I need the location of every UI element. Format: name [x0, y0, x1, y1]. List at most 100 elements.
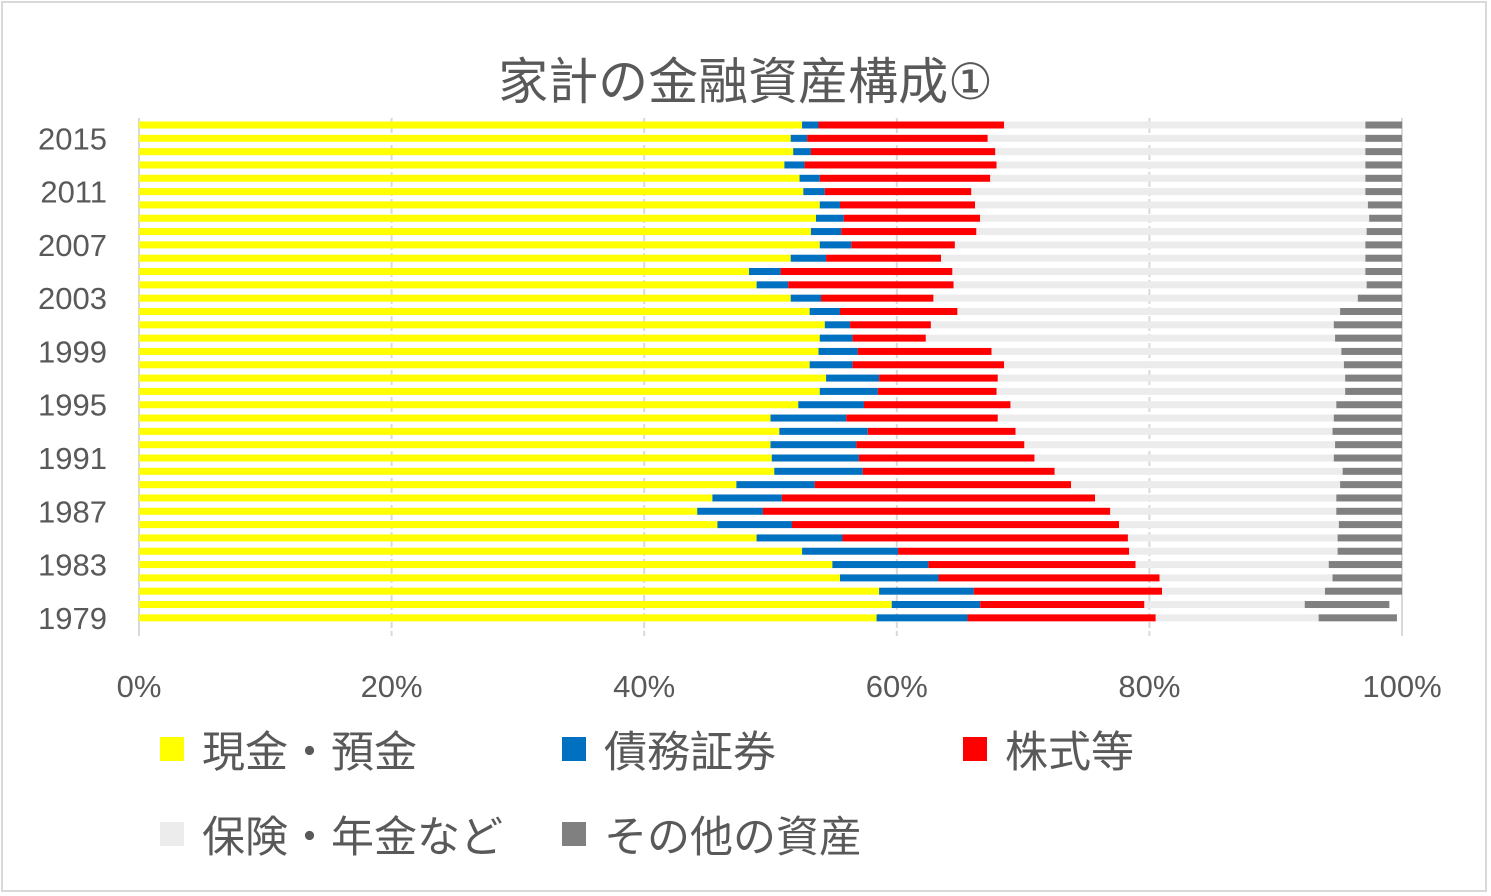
- bar-2008-s3: [976, 228, 1367, 236]
- bar-2015-s2: [807, 134, 988, 142]
- bar-1995-s2: [863, 401, 1011, 409]
- x-axis-ticks: 0% 20% 40% 60% 80% 100%: [117, 669, 1442, 704]
- y-tick-label-1987: 1987: [38, 494, 107, 529]
- bar-2013-s4: [1365, 161, 1402, 169]
- bar-2015-s3: [987, 134, 1366, 142]
- y-tick-label-2015: 2015: [38, 121, 107, 156]
- bar-1985-s0: [139, 534, 757, 542]
- bar-1991-s2: [858, 454, 1035, 462]
- bar-1990-s2: [862, 467, 1055, 475]
- legend-label-bonds: 債務証券: [604, 728, 776, 778]
- x-tick-label-2: 40%: [613, 669, 675, 704]
- bar-1981-s1: [879, 587, 974, 595]
- bar-1981-s3: [1162, 587, 1325, 595]
- bar-2001-s1: [824, 321, 851, 329]
- bar-1984-s2: [898, 547, 1130, 555]
- bar-1998-s2: [852, 361, 1005, 369]
- bar-1984-s0: [139, 547, 803, 555]
- bar-1990-s3: [1054, 467, 1343, 475]
- bar-2009-s4: [1369, 214, 1402, 222]
- bar-2003-s1: [790, 294, 822, 302]
- bar-2012-s3: [990, 174, 1366, 182]
- y-tick-label-1999: 1999: [38, 334, 107, 369]
- bar-1988-s1: [712, 494, 782, 502]
- bar-2005-s4: [1365, 268, 1402, 276]
- bar-2010-s0: [139, 201, 820, 209]
- legend-swatch-insurance: [160, 822, 184, 846]
- bar-1994-s2: [846, 414, 998, 422]
- legend-label-stocks: 株式等: [1005, 728, 1134, 778]
- bar-1990-s4: [1342, 467, 1402, 475]
- bar-2005-s3: [952, 268, 1366, 276]
- bar-1987-s2: [762, 507, 1111, 515]
- legend-label-insurance: 保険・年金など: [202, 813, 503, 863]
- bar-1986-s3: [1119, 521, 1339, 529]
- legend-item-insurance: 保険・年金など: [160, 803, 503, 865]
- bar-1979-s2: [967, 614, 1156, 622]
- bar-2012-s2: [819, 174, 991, 182]
- legend-item-stocks: 株式等: [963, 718, 1134, 780]
- bar-1979-s1: [876, 614, 968, 622]
- y-tick-label-1991: 1991: [38, 441, 107, 476]
- bar-1985-s3: [1127, 534, 1338, 542]
- bar-1994-s4: [1333, 414, 1402, 422]
- bar-1988-s0: [139, 494, 713, 502]
- bar-2004-s3: [953, 281, 1367, 289]
- bar-2013-s0: [139, 161, 785, 169]
- bar-1994-s0: [139, 414, 771, 422]
- bar-1998-s1: [809, 361, 853, 369]
- bar-2010-s1: [819, 201, 840, 209]
- bar-1982-s2: [938, 574, 1160, 582]
- legend-item-other: その他の資産: [562, 803, 862, 865]
- bar-2007-s1: [819, 241, 852, 249]
- bar-2005-s2: [780, 268, 953, 276]
- bar-1988-s2: [781, 494, 1096, 502]
- bar-1992-s2: [856, 441, 1025, 449]
- bar-1990-s0: [139, 467, 775, 475]
- bar-2006-s4: [1365, 254, 1402, 262]
- bar-2009-s0: [139, 214, 816, 222]
- bar-2016-s0: [139, 121, 803, 129]
- bar-2007-s0: [139, 241, 820, 249]
- bar-1984-s1: [802, 547, 899, 555]
- bar-1984-s3: [1129, 547, 1338, 555]
- bar-2003-s3: [933, 294, 1358, 302]
- bar-2013-s1: [784, 161, 805, 169]
- bar-1996-s4: [1345, 387, 1402, 395]
- bar-2002-s3: [957, 307, 1341, 315]
- bar-1979-s3: [1155, 614, 1319, 622]
- bar-2010-s2: [839, 201, 976, 209]
- x-tick-label-0: 0%: [117, 669, 162, 704]
- bar-1987-s3: [1110, 507, 1337, 515]
- bar-1989-s1: [736, 481, 815, 489]
- bar-2005-s0: [139, 268, 750, 276]
- bar-1989-s3: [1071, 481, 1341, 489]
- bar-1986-s1: [717, 521, 792, 529]
- bar-2004-s1: [756, 281, 789, 289]
- y-tick-label-1983: 1983: [38, 548, 107, 583]
- bar-1997-s1: [826, 374, 880, 382]
- bar-1995-s3: [1010, 401, 1337, 409]
- bar-2007-s4: [1365, 241, 1402, 249]
- bar-1993-s1: [779, 427, 868, 435]
- bar-2002-s4: [1340, 307, 1402, 315]
- bar-2012-s4: [1365, 174, 1402, 182]
- bar-2015-s4: [1365, 134, 1402, 142]
- bar-2009-s2: [843, 214, 981, 222]
- bar-1992-s0: [139, 441, 771, 449]
- bar-2003-s0: [139, 294, 791, 302]
- bar-2015-s0: [139, 134, 791, 142]
- bar-1992-s4: [1335, 441, 1402, 449]
- bar-1993-s0: [139, 427, 780, 435]
- bar-2004-s0: [139, 281, 757, 289]
- bar-1992-s1: [770, 441, 857, 449]
- bar-2014-s1: [793, 148, 811, 156]
- bar-1988-s3: [1095, 494, 1337, 502]
- legend-swatch-cash: [160, 737, 184, 761]
- bar-2009-s3: [980, 214, 1370, 222]
- x-tick-label-4: 80%: [1118, 669, 1180, 704]
- bar-1998-s3: [1004, 361, 1344, 369]
- bar-1986-s0: [139, 521, 718, 529]
- bar-1982-s3: [1159, 574, 1333, 582]
- bar-2014-s0: [139, 148, 794, 156]
